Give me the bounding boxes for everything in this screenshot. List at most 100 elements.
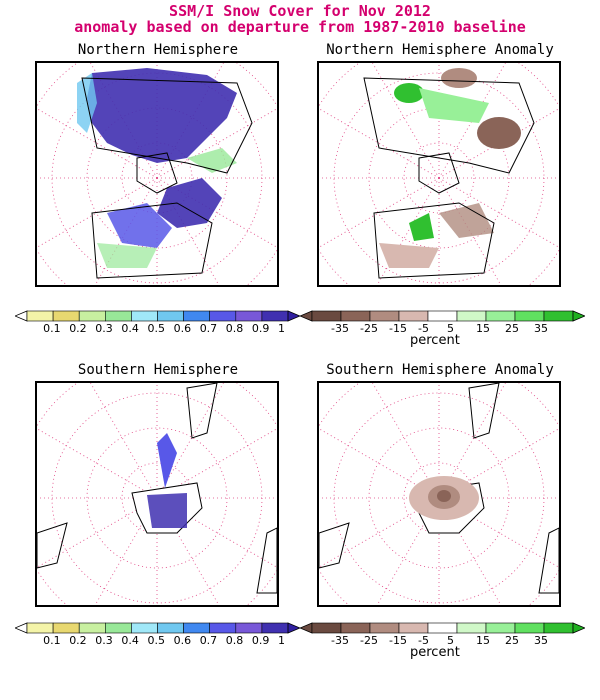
snow-cover-eurasia (87, 68, 237, 163)
snow-cover-north-america (157, 178, 222, 228)
figure-title-line1: SSM/I Snow Cover for Nov 2012 (169, 2, 431, 20)
anomaly-positive-alaska (409, 213, 434, 241)
map-nh-anomaly (317, 61, 561, 287)
colorbar-segment (209, 622, 237, 634)
colorbar-arrow-right (572, 310, 585, 322)
colorbar-segment (52, 310, 80, 322)
meridian-line (37, 177, 158, 248)
colorbar-tick-label: 5 (447, 322, 454, 335)
colorbar-tick-label: 0.8 (225, 634, 244, 647)
meridian-line (156, 428, 277, 499)
coastline-australia (319, 522, 350, 569)
colorbar-segment (157, 310, 184, 322)
meridian-line (156, 177, 277, 248)
colorbar-tick-label: 0.1 (43, 322, 61, 335)
colorbar-segment (311, 622, 342, 634)
coastline-greenland (136, 152, 178, 194)
colorbar-tick-label: 0.1 (43, 634, 61, 647)
colorbar-arrow-left (15, 622, 28, 634)
meridian-line (438, 108, 559, 179)
meridian-line (37, 497, 158, 568)
map-sh-anomaly (317, 381, 561, 607)
colorbar-tick-label: 15 (476, 322, 490, 335)
colorbar-cover-top: 0.1 0.2 0.3 0.4 0.5 0.6 0.7 0.8 0.9 1 (15, 309, 300, 341)
colorbar-segment (52, 622, 80, 634)
colorbar-tick-label: -35 (331, 634, 349, 647)
snow-cover-eurasia-south (187, 148, 237, 173)
colorbar-segment (105, 310, 132, 322)
colorbar-segment (543, 310, 574, 322)
anomaly-negative-siberia (477, 117, 521, 149)
colorbar-unit-label: percent (410, 333, 460, 348)
coastline-africa (538, 527, 559, 594)
colorbar-tick-label: 0.9 (251, 322, 270, 335)
meridian-line (438, 177, 502, 285)
colorbar-segment (131, 622, 158, 634)
colorbar-segment (311, 310, 342, 322)
anomaly-negative-asia (441, 68, 477, 88)
colorbar-segment (514, 622, 545, 634)
colorbar-segment (261, 310, 289, 322)
meridian-line (438, 428, 559, 499)
meridian-line (372, 63, 440, 179)
coastline-eurasia (363, 77, 535, 174)
colorbar-arrow-right (572, 622, 585, 634)
colorbar-segment (78, 622, 106, 634)
colorbar-segment (131, 310, 158, 322)
colorbar-tick-label: 1 (278, 634, 285, 647)
colorbar-tick-label: 15 (476, 634, 490, 647)
meridian-line (156, 108, 277, 179)
colorbar-tick-label: -25 (360, 322, 378, 335)
colorbar-segment (427, 622, 458, 634)
colorbar-segment (543, 622, 574, 634)
colorbar-arrow-left (300, 622, 313, 634)
latitude-circle (86, 427, 228, 569)
meridian-line (319, 428, 440, 499)
colorbar-tick-label: 5 (447, 634, 454, 647)
meridian-line (319, 497, 440, 568)
colorbar-arrow-left (15, 310, 28, 322)
meridian-line (156, 177, 220, 285)
coastline-na (91, 202, 213, 279)
colorbar-tick-label: 25 (505, 634, 519, 647)
snow-cover-canada (107, 203, 172, 248)
map-grid (37, 383, 277, 605)
colorbar-segment (183, 310, 211, 322)
colorbar-tick-label: 0.6 (173, 322, 192, 335)
meridian-line (319, 108, 440, 179)
colorbar-tick-label: 35 (534, 322, 548, 335)
colorbar-segment (485, 310, 516, 322)
latitude-circle (368, 107, 510, 249)
anomaly-negative-inner (437, 490, 451, 502)
colorbar-tick-label: 0.7 (199, 634, 218, 647)
colorbar-tick-label: 0.9 (251, 634, 270, 647)
colorbar-tick-label: 35 (534, 634, 548, 647)
panel-title-sh-anomaly: Southern Hemisphere Anomaly (326, 362, 554, 378)
colorbar-tick-label: 0.2 (69, 634, 87, 647)
coastline-greenland (418, 152, 460, 194)
meridian-line (94, 497, 158, 605)
colorbar-segment (369, 310, 400, 322)
colorbar-tick-label: 0.6 (173, 634, 192, 647)
colorbar-tick-label: -15 (389, 322, 407, 335)
colorbar-cover-bottom: 0.1 0.2 0.3 0.4 0.5 0.6 0.7 0.8 0.9 1 (15, 621, 300, 653)
figure-title-line2: anomaly based on departure from 1987-201… (74, 18, 526, 36)
colorbar-segment (398, 310, 429, 322)
colorbar-segment (456, 310, 487, 322)
map-sh-snow-cover (35, 381, 279, 607)
colorbar-tick-label: 0.7 (199, 322, 218, 335)
colorbar-tick-label: 0.2 (69, 322, 87, 335)
map-nh-snow-cover (35, 61, 279, 287)
colorbar-tick-label: 0.4 (121, 322, 139, 335)
snow-cover-antarctic-peninsula (157, 433, 177, 488)
coastline-eurasia (81, 77, 253, 174)
colorbar-segment (26, 310, 54, 322)
panel-title-nh-anomaly: Northern Hemisphere Anomaly (326, 42, 554, 58)
panel-title-sh: Southern Hemisphere (77, 362, 239, 378)
coastline-south-america (186, 383, 218, 439)
snow-cover-ross (147, 493, 187, 528)
meridian-line (156, 497, 220, 605)
colorbar-segment (26, 622, 54, 634)
map-grid (319, 63, 559, 285)
colorbar-anomaly-top: -35 -25 -15 -5 5 15 25 35 percent (300, 309, 585, 349)
